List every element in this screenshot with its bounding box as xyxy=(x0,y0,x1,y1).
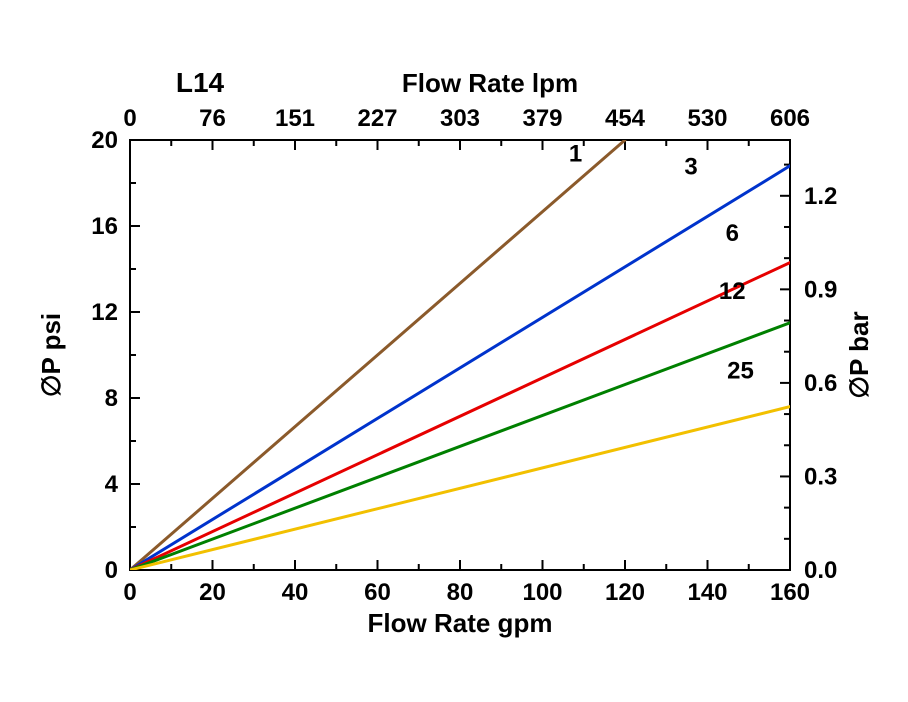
model-label: L14 xyxy=(176,67,225,98)
x-top-tick-label: 379 xyxy=(522,105,562,132)
y-left-tick-label: 12 xyxy=(91,299,118,326)
y-right-tick-label: 0.0 xyxy=(804,557,837,584)
x-top-tick-label: 303 xyxy=(440,105,480,132)
series-label: 25 xyxy=(727,358,754,385)
x-top-tick-label: 530 xyxy=(687,105,727,132)
x-bottom-tick-label: 0 xyxy=(123,579,136,606)
pressure-flow-chart: 020406080100120140160Flow Rate gpm076151… xyxy=(0,0,908,702)
y-left-title: ∅P psi xyxy=(36,313,66,397)
x-top-tick-label: 606 xyxy=(770,105,810,132)
x-top-tick-label: 454 xyxy=(605,105,646,132)
chart-container: 020406080100120140160Flow Rate gpm076151… xyxy=(0,0,908,702)
x-top-tick-label: 151 xyxy=(275,105,315,132)
y-left-tick-label: 0 xyxy=(105,557,118,584)
y-right-tick-label: 0.9 xyxy=(804,276,837,303)
x-top-tick-label: 76 xyxy=(199,105,226,132)
x-bottom-tick-label: 120 xyxy=(605,579,645,606)
series-label: 12 xyxy=(719,278,746,305)
x-top-tick-label: 227 xyxy=(357,105,397,132)
x-bottom-tick-label: 140 xyxy=(687,579,727,606)
y-right-title: ∅P bar xyxy=(844,311,874,398)
y-right-tick-label: 1.2 xyxy=(804,183,837,210)
series-label: 1 xyxy=(569,141,582,168)
x-bottom-tick-label: 20 xyxy=(199,579,226,606)
x-top-tick-label: 0 xyxy=(123,105,136,132)
series-label: 6 xyxy=(726,220,739,247)
x-bottom-tick-label: 40 xyxy=(282,579,309,606)
x-bottom-tick-label: 60 xyxy=(364,579,391,606)
y-left-tick-label: 20 xyxy=(91,127,118,154)
x-top-title: Flow Rate lpm xyxy=(402,68,578,98)
x-bottom-tick-label: 100 xyxy=(522,579,562,606)
series-label: 3 xyxy=(684,153,697,180)
y-right-tick-label: 0.3 xyxy=(804,463,837,490)
y-left-tick-label: 4 xyxy=(105,471,119,498)
y-right-tick-label: 0.6 xyxy=(804,370,837,397)
y-left-tick-label: 8 xyxy=(105,385,118,412)
x-bottom-tick-label: 80 xyxy=(447,579,474,606)
y-left-tick-label: 16 xyxy=(91,213,118,240)
x-bottom-title: Flow Rate gpm xyxy=(368,608,553,638)
